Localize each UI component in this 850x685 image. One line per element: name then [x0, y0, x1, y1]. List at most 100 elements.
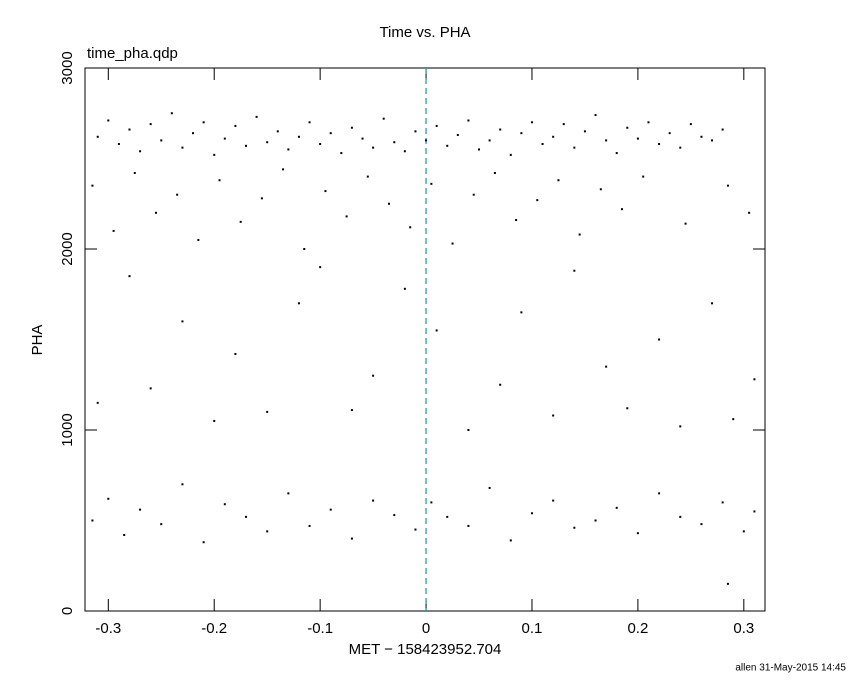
y-tick-label: 2000	[59, 232, 76, 265]
x-tick-label: -0.2	[201, 620, 227, 637]
x-axis-label: MET − 158423952.704	[349, 641, 502, 658]
point	[721, 128, 724, 131]
point	[181, 483, 184, 486]
point	[123, 533, 126, 536]
point	[552, 499, 555, 502]
point	[732, 418, 735, 421]
point	[372, 146, 375, 149]
point	[520, 311, 523, 314]
point	[679, 146, 682, 149]
point	[393, 141, 396, 144]
point	[308, 121, 311, 124]
point	[192, 132, 195, 135]
point	[583, 130, 586, 133]
point	[403, 150, 406, 153]
point	[557, 179, 560, 182]
point	[303, 248, 306, 250]
point	[366, 175, 369, 178]
point	[287, 492, 290, 495]
point	[319, 143, 322, 146]
point	[626, 126, 629, 129]
point	[647, 121, 650, 124]
point	[684, 222, 687, 225]
point	[244, 515, 247, 518]
point	[91, 184, 94, 187]
point	[409, 226, 412, 229]
point	[266, 530, 269, 533]
point	[552, 135, 555, 138]
point	[435, 329, 438, 332]
point	[700, 523, 703, 526]
point	[578, 233, 581, 236]
x-tick-label: 0.2	[627, 620, 648, 637]
point	[536, 199, 539, 202]
point	[658, 338, 661, 341]
chart-title: Time vs. PHA	[379, 24, 470, 41]
point	[594, 519, 597, 522]
point	[520, 132, 523, 135]
x-tick-label: 0	[422, 620, 430, 637]
point	[218, 179, 221, 182]
point	[573, 269, 576, 272]
point	[668, 132, 671, 135]
point	[711, 302, 714, 305]
point	[658, 492, 661, 495]
point	[117, 143, 120, 146]
point	[621, 208, 624, 211]
point	[107, 497, 110, 500]
point	[181, 320, 184, 323]
point	[626, 407, 629, 410]
point	[446, 515, 449, 518]
point	[393, 514, 396, 517]
point	[478, 148, 481, 151]
point	[197, 238, 200, 241]
point	[700, 135, 703, 138]
point	[658, 143, 661, 146]
point	[689, 123, 692, 126]
point	[403, 287, 406, 290]
point	[329, 132, 332, 135]
point	[139, 150, 142, 153]
point	[133, 171, 136, 174]
point	[430, 501, 433, 504]
point	[488, 139, 491, 142]
point	[149, 123, 152, 126]
point	[515, 219, 518, 222]
y-axis-label: PHA	[29, 325, 46, 356]
point	[435, 124, 438, 127]
point	[573, 146, 576, 149]
point	[96, 401, 99, 404]
point	[345, 215, 348, 218]
point	[472, 193, 475, 196]
point	[509, 539, 512, 542]
point	[615, 152, 618, 155]
point	[753, 510, 756, 513]
point	[456, 133, 459, 136]
x-tick-label: -0.3	[95, 620, 121, 637]
point	[414, 130, 417, 133]
plot-label: time_pha.qdp	[87, 45, 178, 62]
point	[176, 193, 179, 196]
point	[234, 352, 237, 355]
point	[202, 121, 205, 124]
point	[96, 135, 99, 138]
point	[213, 153, 216, 156]
point	[599, 188, 602, 191]
point	[679, 425, 682, 428]
point	[149, 387, 152, 390]
point	[711, 139, 714, 142]
point	[562, 123, 565, 126]
point	[287, 148, 290, 151]
point	[446, 144, 449, 147]
point	[615, 506, 618, 509]
point	[266, 141, 269, 144]
point	[488, 486, 491, 489]
point	[642, 175, 645, 178]
y-tick-label: 0	[59, 607, 76, 615]
point	[319, 266, 322, 269]
point	[748, 211, 751, 214]
point	[499, 383, 502, 386]
point	[387, 202, 390, 205]
point	[213, 419, 216, 422]
